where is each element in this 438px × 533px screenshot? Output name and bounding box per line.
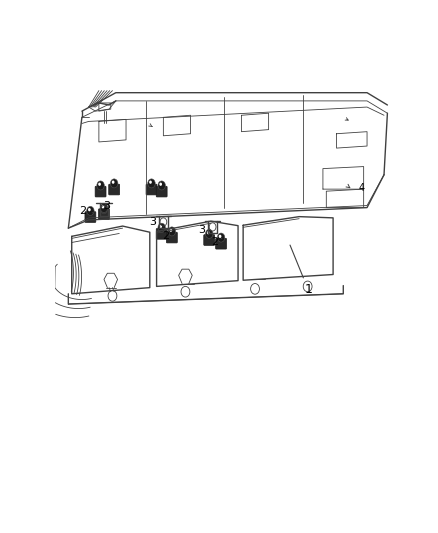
FancyBboxPatch shape [156,229,167,239]
Circle shape [97,181,104,190]
Circle shape [102,205,104,208]
Circle shape [158,223,166,232]
Circle shape [205,229,213,238]
FancyBboxPatch shape [166,232,177,243]
Circle shape [159,183,162,186]
Circle shape [159,225,162,228]
Circle shape [112,181,114,184]
FancyBboxPatch shape [146,184,157,195]
Text: 2: 2 [80,206,93,216]
Circle shape [100,204,108,213]
Text: 3: 3 [149,217,156,228]
Text: 1: 1 [290,245,312,296]
Text: 2: 2 [162,230,170,240]
Circle shape [149,181,152,184]
Text: 2: 2 [211,238,222,247]
Circle shape [110,179,118,188]
FancyBboxPatch shape [85,212,96,222]
FancyBboxPatch shape [95,186,106,197]
FancyBboxPatch shape [109,184,120,195]
Circle shape [88,208,91,211]
Circle shape [168,227,176,236]
Circle shape [148,179,155,188]
Text: 3: 3 [198,225,209,235]
Text: 3: 3 [103,200,110,211]
Circle shape [217,233,225,242]
Circle shape [158,181,166,190]
FancyBboxPatch shape [99,209,110,220]
Text: 4: 4 [359,183,365,193]
FancyBboxPatch shape [215,238,226,249]
Circle shape [87,206,94,215]
Circle shape [170,229,172,232]
FancyBboxPatch shape [204,235,215,245]
Circle shape [207,231,209,235]
FancyBboxPatch shape [156,186,167,197]
Circle shape [219,235,222,238]
Circle shape [98,183,101,186]
